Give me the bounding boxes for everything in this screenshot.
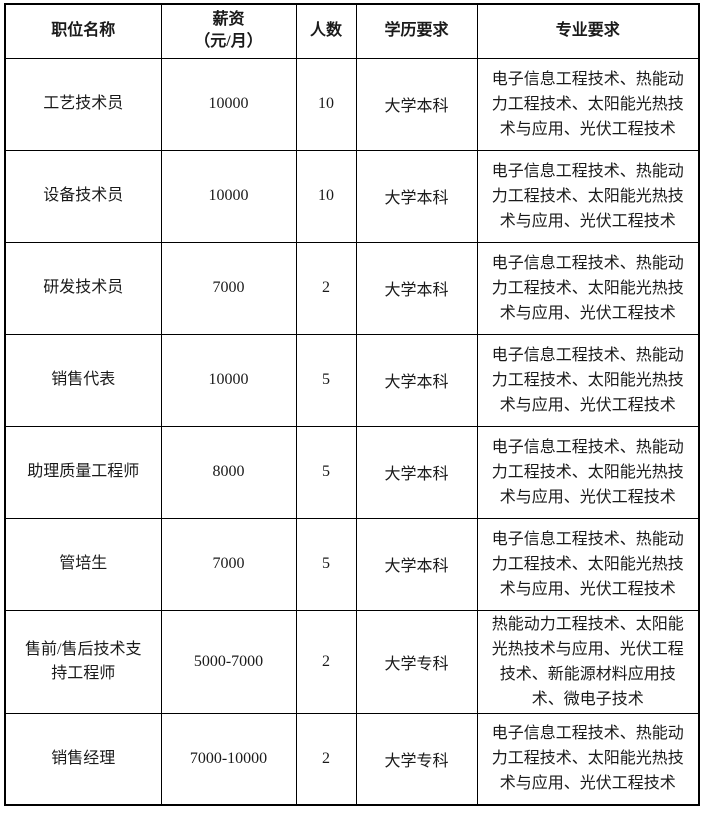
cell-position: 助理质量工程师 bbox=[4, 425, 162, 519]
cell-major: 电子信息工程技术、热能动力工程技术、太阳能光热技术与应用、光伏工程技术 bbox=[476, 149, 700, 243]
cell-salary: 10000 bbox=[160, 333, 297, 427]
header-count-label: 人数 bbox=[309, 22, 342, 40]
cell-education: 大学专科 bbox=[355, 609, 478, 714]
cell-major: 电子信息工程技术、热能动力工程技术、太阳能光热技术与应用、光伏工程技术 bbox=[476, 333, 700, 427]
cell-count: 10 bbox=[295, 149, 357, 243]
header-row: 职位名称 薪资 （元/月） 人数 学历要求 专业要求 bbox=[4, 3, 700, 59]
table-row: 管培生 7000 5 大学本科 电子信息工程技术、热能动力工程技术、太阳能光热技… bbox=[4, 517, 700, 611]
cell-count: 2 bbox=[295, 712, 357, 806]
table-row: 研发技术员 7000 2 大学本科 电子信息工程技术、热能动力工程技术、太阳能光… bbox=[4, 241, 700, 335]
cell-major: 电子信息工程技术、热能动力工程技术、太阳能光热技术与应用、光伏工程技术 bbox=[476, 517, 700, 611]
cell-major: 电子信息工程技术、热能动力工程技术、太阳能光热技术与应用、光伏工程技术 bbox=[476, 241, 700, 335]
cell-major: 电子信息工程技术、热能动力工程技术、太阳能光热技术与应用、光伏工程技术 bbox=[476, 57, 700, 151]
header-salary-sublabel: （元/月） bbox=[194, 33, 263, 51]
cell-major: 电子信息工程技术、热能动力工程技术、太阳能光热技术与应用、光伏工程技术 bbox=[476, 712, 700, 806]
table-body: 工艺技术员 10000 10 大学本科 电子信息工程技术、热能动力工程技术、太阳… bbox=[4, 57, 700, 806]
cell-count: 10 bbox=[295, 57, 357, 151]
cell-count: 2 bbox=[295, 609, 357, 714]
cell-salary: 7000 bbox=[160, 517, 297, 611]
cell-salary: 5000-7000 bbox=[160, 609, 297, 714]
header-education-label: 学历要求 bbox=[384, 22, 449, 40]
cell-position: 销售经理 bbox=[4, 712, 162, 806]
cell-count: 5 bbox=[295, 333, 357, 427]
cell-salary: 10000 bbox=[160, 57, 297, 151]
cell-education: 大学本科 bbox=[355, 241, 478, 335]
cell-education: 大学本科 bbox=[355, 425, 478, 519]
cell-education: 大学本科 bbox=[355, 517, 478, 611]
cell-count: 5 bbox=[295, 517, 357, 611]
cell-count: 2 bbox=[295, 241, 357, 335]
table-row: 销售代表 10000 5 大学本科 电子信息工程技术、热能动力工程技术、太阳能光… bbox=[4, 333, 700, 427]
header-education: 学历要求 bbox=[355, 3, 478, 59]
cell-education: 大学本科 bbox=[355, 57, 478, 151]
job-recruitment-table: 职位名称 薪资 （元/月） 人数 学历要求 专业要求 工艺技术员 10000 1… bbox=[4, 3, 700, 806]
cell-position: 设备技术员 bbox=[4, 149, 162, 243]
cell-major: 电子信息工程技术、热能动力工程技术、太阳能光热技术与应用、光伏工程技术 bbox=[476, 425, 700, 519]
header-salary: 薪资 （元/月） bbox=[160, 3, 297, 59]
cell-salary: 8000 bbox=[160, 425, 297, 519]
header-salary-label: 薪资 bbox=[212, 11, 245, 29]
cell-education: 大学专科 bbox=[355, 712, 478, 806]
cell-position: 销售代表 bbox=[4, 333, 162, 427]
header-major: 专业要求 bbox=[476, 3, 700, 59]
cell-education: 大学本科 bbox=[355, 149, 478, 243]
cell-salary: 10000 bbox=[160, 149, 297, 243]
table-header: 职位名称 薪资 （元/月） 人数 学历要求 专业要求 bbox=[4, 3, 700, 59]
cell-salary: 7000-10000 bbox=[160, 712, 297, 806]
header-major-label: 专业要求 bbox=[555, 22, 620, 40]
table-row: 销售经理 7000-10000 2 大学专科 电子信息工程技术、热能动力工程技术… bbox=[4, 712, 700, 806]
cell-major: 热能动力工程技术、太阳能光热技术与应用、光伏工程技术、新能源材料应用技术、微电子… bbox=[476, 609, 700, 714]
cell-position: 售前/售后技术支持工程师 bbox=[4, 609, 162, 714]
header-count: 人数 bbox=[295, 3, 357, 59]
table-row: 售前/售后技术支持工程师 5000-7000 2 大学专科 热能动力工程技术、太… bbox=[4, 609, 700, 714]
table-row: 工艺技术员 10000 10 大学本科 电子信息工程技术、热能动力工程技术、太阳… bbox=[4, 57, 700, 151]
cell-salary: 7000 bbox=[160, 241, 297, 335]
header-position: 职位名称 bbox=[4, 3, 162, 59]
cell-position: 工艺技术员 bbox=[4, 57, 162, 151]
cell-education: 大学本科 bbox=[355, 333, 478, 427]
cell-count: 5 bbox=[295, 425, 357, 519]
cell-position: 管培生 bbox=[4, 517, 162, 611]
cell-position: 研发技术员 bbox=[4, 241, 162, 335]
table-row: 设备技术员 10000 10 大学本科 电子信息工程技术、热能动力工程技术、太阳… bbox=[4, 149, 700, 243]
table-row: 助理质量工程师 8000 5 大学本科 电子信息工程技术、热能动力工程技术、太阳… bbox=[4, 425, 700, 519]
header-position-label: 职位名称 bbox=[51, 22, 116, 40]
